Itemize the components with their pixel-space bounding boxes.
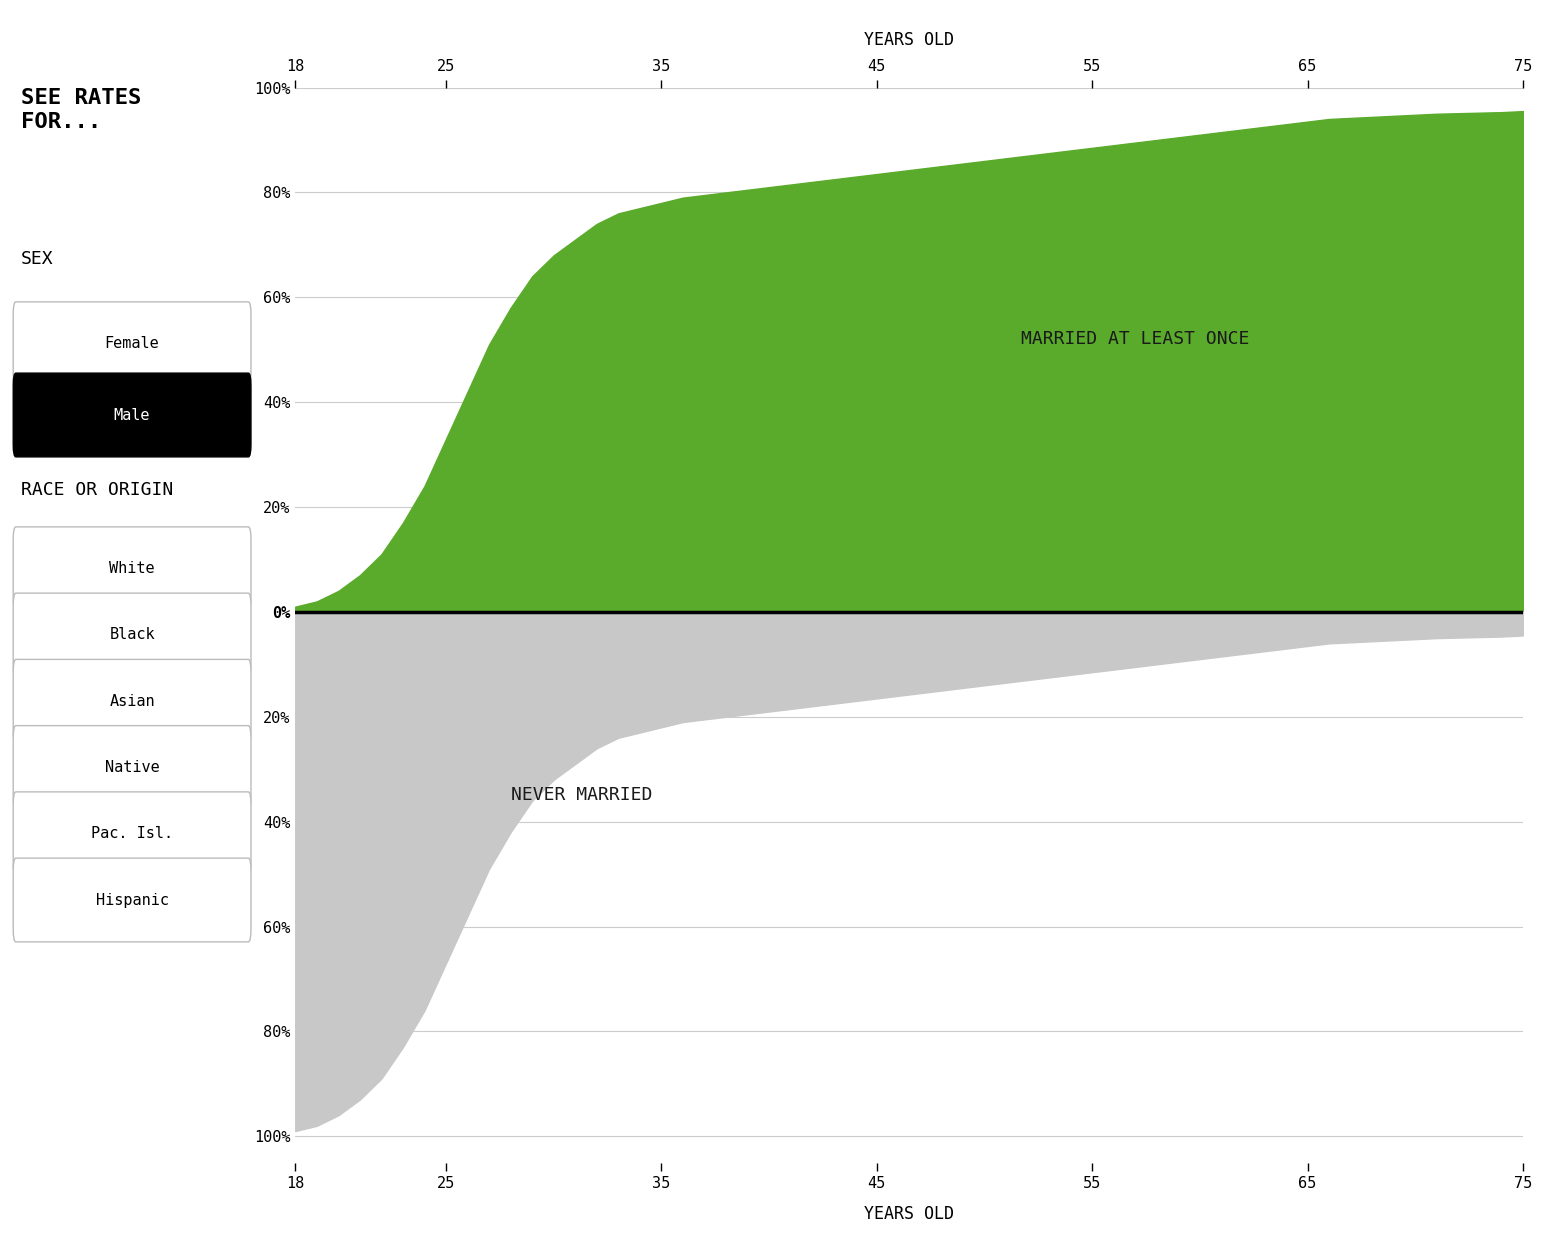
- FancyBboxPatch shape: [12, 725, 250, 810]
- Text: MARRIED AT LEAST ONCE: MARRIED AT LEAST ONCE: [1021, 330, 1249, 349]
- Text: RACE OR ORIGIN: RACE OR ORIGIN: [22, 481, 174, 499]
- Text: Hispanic: Hispanic: [96, 892, 168, 908]
- FancyBboxPatch shape: [12, 528, 250, 610]
- FancyBboxPatch shape: [12, 858, 250, 942]
- Text: Female: Female: [104, 336, 160, 351]
- FancyBboxPatch shape: [12, 372, 250, 456]
- FancyBboxPatch shape: [12, 660, 250, 742]
- Text: Black: Black: [109, 628, 155, 642]
- Text: Asian: Asian: [109, 694, 155, 709]
- Text: Male: Male: [113, 408, 151, 422]
- Text: Pac. Isl.: Pac. Isl.: [92, 826, 172, 841]
- FancyBboxPatch shape: [12, 792, 250, 875]
- FancyBboxPatch shape: [12, 302, 250, 385]
- X-axis label: YEARS OLD: YEARS OLD: [864, 1205, 954, 1222]
- Text: NEVER MARRIED: NEVER MARRIED: [511, 786, 653, 805]
- Text: SEX: SEX: [22, 250, 54, 268]
- Text: SEE RATES
FOR...: SEE RATES FOR...: [22, 88, 141, 132]
- Text: Native: Native: [104, 760, 160, 775]
- X-axis label: YEARS OLD: YEARS OLD: [864, 31, 954, 50]
- FancyBboxPatch shape: [12, 592, 250, 678]
- Text: White: White: [109, 561, 155, 576]
